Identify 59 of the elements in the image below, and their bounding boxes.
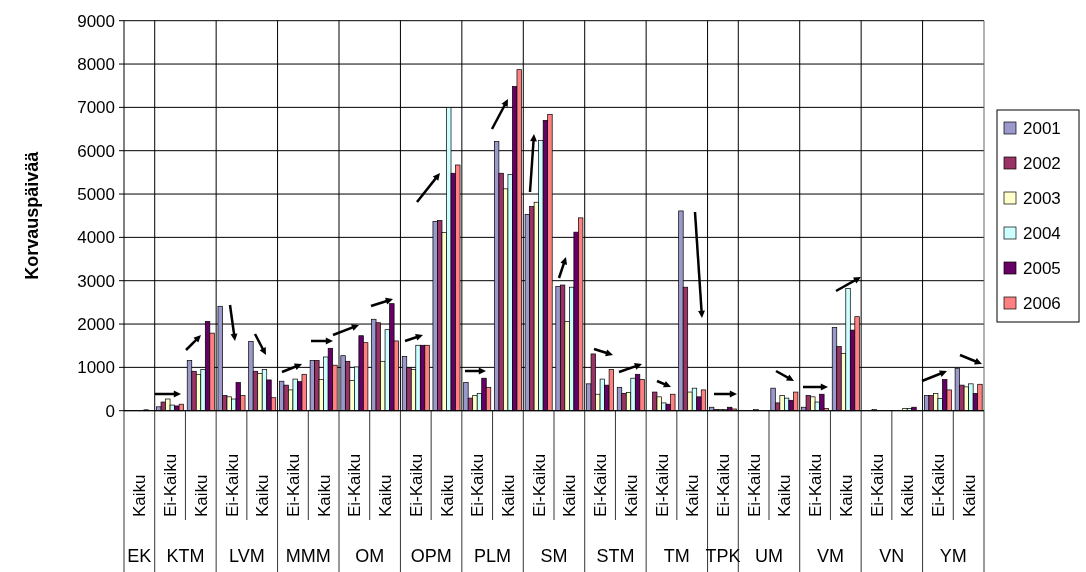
y-tick-label: 7000 [77, 98, 115, 118]
text: KTM [166, 546, 205, 566]
x-tick-label: Ei-Kaiku [222, 453, 242, 517]
x-tick-label: Kaiku [959, 474, 979, 517]
y-tick-label: 2000 [77, 314, 115, 334]
legend-label: 2003 [1023, 188, 1061, 208]
text: YM [939, 546, 967, 566]
x-tick-label: Kaiku [898, 474, 918, 517]
text: STM [596, 546, 635, 566]
legend-label: 2002 [1023, 153, 1061, 173]
x-tick-label: Kaiku [191, 474, 211, 517]
y-tick-label: 6000 [77, 141, 115, 161]
y-tick-label: 5000 [77, 184, 115, 204]
x-tick-label: Kaiku [836, 474, 856, 517]
x-tick-label: Kaiku [775, 474, 795, 517]
x-tick-label: Ei-Kaiku [806, 453, 826, 517]
y-tick-label: 0 [105, 401, 115, 421]
x-tick-label: Kaiku [376, 474, 396, 517]
x-tick-label: Kaiku [130, 474, 150, 517]
x-tick-label: Kaiku [560, 474, 580, 517]
text: VM [816, 546, 844, 566]
y-axis-title: Korvauspäivää [22, 150, 42, 280]
x-tick-label: Kaiku [498, 474, 518, 517]
x-tick-label: Ei-Kaiku [406, 453, 426, 517]
x-tick-label: Ei-Kaiku [283, 453, 303, 517]
x-tick-label: Kaiku [683, 474, 703, 517]
x-tick-label: Ei-Kaiku [529, 453, 549, 517]
x-tick-label: Ei-Kaiku [591, 453, 611, 517]
y-tick-label: 8000 [77, 54, 115, 74]
text: PLM [474, 546, 512, 566]
legend-label: 2001 [1023, 118, 1061, 138]
text: EK [127, 546, 152, 566]
x-tick-label: Ei-Kaiku [713, 453, 733, 517]
text: OPM [410, 546, 452, 566]
y-tick-label: 9000 [77, 11, 115, 31]
x-tick-label: Ei-Kaiku [928, 453, 948, 517]
text: MMM [285, 546, 331, 566]
legend-label: 2006 [1023, 293, 1061, 313]
x-tick-label: Kaiku [314, 474, 334, 517]
legend-label: 2004 [1023, 223, 1061, 243]
text: LVM [229, 546, 265, 566]
text: SM [540, 546, 568, 566]
text: TM [663, 546, 690, 566]
x-tick-label: Ei-Kaiku [161, 453, 181, 517]
text: UM [755, 546, 783, 566]
text: VN [879, 546, 905, 566]
y-tick-label: 3000 [77, 271, 115, 291]
x-tick-label: Ei-Kaiku [652, 453, 672, 517]
x-tick-label: Kaiku [253, 474, 273, 517]
y-tick-label: 4000 [77, 228, 115, 248]
x-tick-label: Kaiku [437, 474, 457, 517]
x-tick-label: Ei-Kaiku [867, 453, 887, 517]
x-tick-label: Ei-Kaiku [744, 453, 764, 517]
legend-label: 2005 [1023, 258, 1061, 278]
x-tick-label: Ei-Kaiku [468, 453, 488, 517]
y-tick-label: 1000 [77, 358, 115, 378]
x-tick-label: Ei-Kaiku [345, 453, 365, 517]
x-tick-label: Kaiku [621, 474, 641, 517]
text: OM [355, 546, 385, 566]
